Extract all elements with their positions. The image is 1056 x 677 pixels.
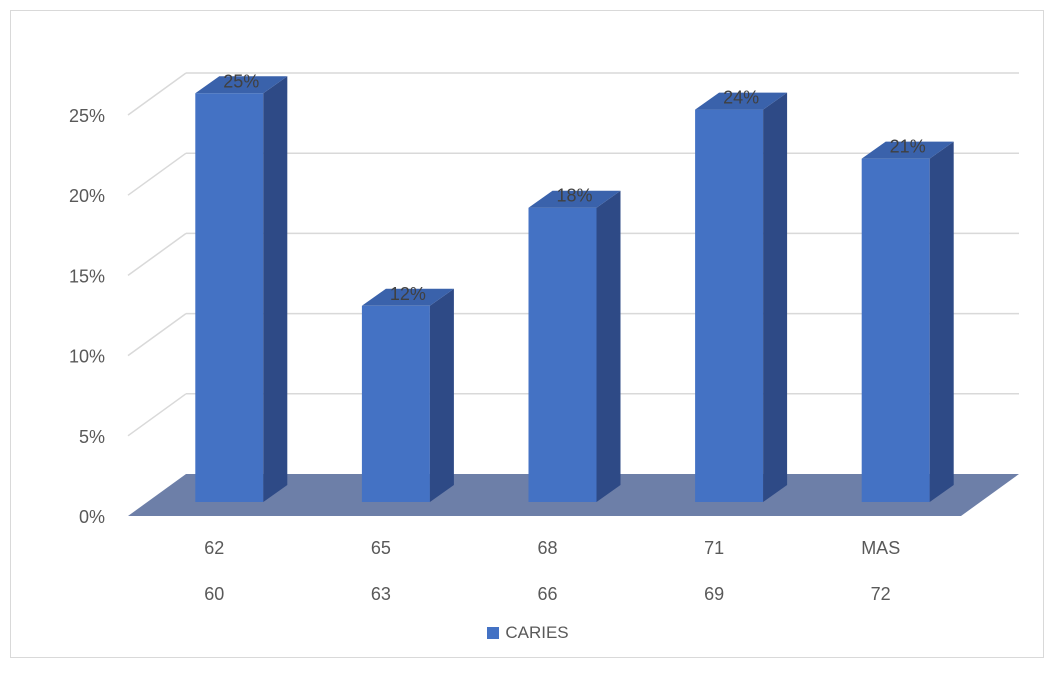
bar bbox=[195, 93, 263, 502]
x-category-label: 71 bbox=[704, 538, 724, 558]
bar-side bbox=[430, 289, 454, 502]
bar bbox=[695, 110, 763, 502]
data-label: 12% bbox=[390, 284, 426, 304]
gridline-depth bbox=[128, 73, 186, 115]
x-category-sublabel: 72 bbox=[871, 584, 891, 604]
y-tick-label: 10% bbox=[69, 347, 105, 367]
y-tick-label: 25% bbox=[69, 106, 105, 126]
legend: CARIES bbox=[0, 623, 1056, 643]
data-label: 21% bbox=[890, 137, 926, 157]
x-category-sublabel: 63 bbox=[371, 584, 391, 604]
y-tick-label: 15% bbox=[69, 266, 105, 286]
data-label: 25% bbox=[223, 71, 259, 91]
x-category-label: 65 bbox=[371, 538, 391, 558]
bar bbox=[862, 159, 930, 502]
bar-side bbox=[763, 93, 787, 502]
x-category-sublabel: 69 bbox=[704, 584, 724, 604]
x-category-label: MAS bbox=[861, 538, 900, 558]
bar-side bbox=[263, 76, 287, 502]
gridline-depth bbox=[128, 153, 186, 195]
y-tick-label: 0% bbox=[79, 507, 105, 527]
x-category-label: 68 bbox=[537, 538, 557, 558]
data-label: 18% bbox=[556, 186, 592, 206]
bar-side bbox=[930, 142, 954, 502]
bar bbox=[529, 208, 597, 502]
bar-side bbox=[597, 191, 621, 502]
gridline-depth bbox=[128, 314, 186, 356]
gridline-depth bbox=[128, 233, 186, 275]
y-tick-label: 20% bbox=[69, 186, 105, 206]
y-tick-label: 5% bbox=[79, 427, 105, 447]
legend-swatch bbox=[487, 627, 499, 639]
legend-label: CARIES bbox=[505, 623, 568, 643]
chart-area: 0% 5% 10% 15% 20% 25% 25% 62 60 12% 65 63 18% 68 66 24%… bbox=[10, 10, 1044, 658]
gridline-depth bbox=[128, 394, 186, 436]
data-label: 24% bbox=[723, 88, 759, 108]
bar bbox=[362, 306, 430, 502]
x-category-label: 62 bbox=[204, 538, 224, 558]
x-category-sublabel: 66 bbox=[537, 584, 557, 604]
chart-svg: 0% 5% 10% 15% 20% 25% 25% 62 60 12% 65 63 18% 68 66 24%… bbox=[11, 11, 1056, 677]
x-category-sublabel: 60 bbox=[204, 584, 224, 604]
